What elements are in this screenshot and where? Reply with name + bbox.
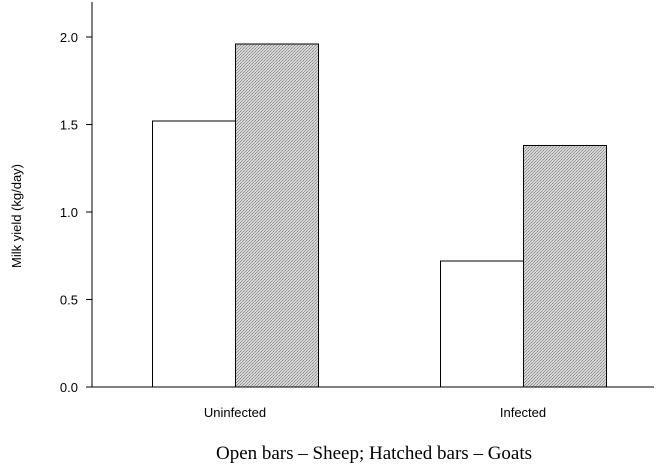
bar-infected-open [440, 260, 524, 388]
bars-group [152, 43, 607, 388]
y-tick-label: 1.0 [60, 205, 78, 220]
bar-infected-hatched [523, 145, 607, 388]
axes-group [91, 2, 654, 388]
x-ticks-group: Uninfected Infected [204, 405, 546, 420]
y-tick-label: 0.5 [60, 293, 78, 308]
y-axis-label: Milk yield (kg/day) [9, 164, 24, 268]
y-tick-label: 0.0 [60, 380, 78, 395]
bar-uninfected-open [152, 120, 236, 388]
y-ticks-group: 0.0 0.5 1.0 1.5 2.0 [60, 30, 92, 395]
y-tick-label: 2.0 [60, 30, 78, 45]
bar-uninfected-hatched [235, 43, 319, 388]
chart-caption: Open bars – Sheep; Hatched bars – Goats [216, 443, 532, 464]
x-tick-label: Uninfected [204, 405, 266, 420]
y-tick-label: 1.5 [60, 118, 78, 133]
x-tick-label: Infected [500, 405, 546, 420]
